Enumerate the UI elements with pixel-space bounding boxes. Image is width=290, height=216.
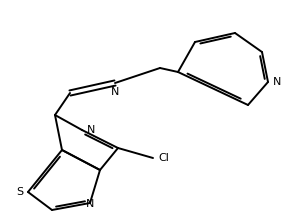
Text: N: N (273, 77, 281, 87)
Text: S: S (16, 187, 23, 197)
Text: N: N (111, 87, 119, 97)
Text: N: N (87, 125, 95, 135)
Text: N: N (86, 199, 94, 209)
Text: Cl: Cl (158, 153, 169, 163)
